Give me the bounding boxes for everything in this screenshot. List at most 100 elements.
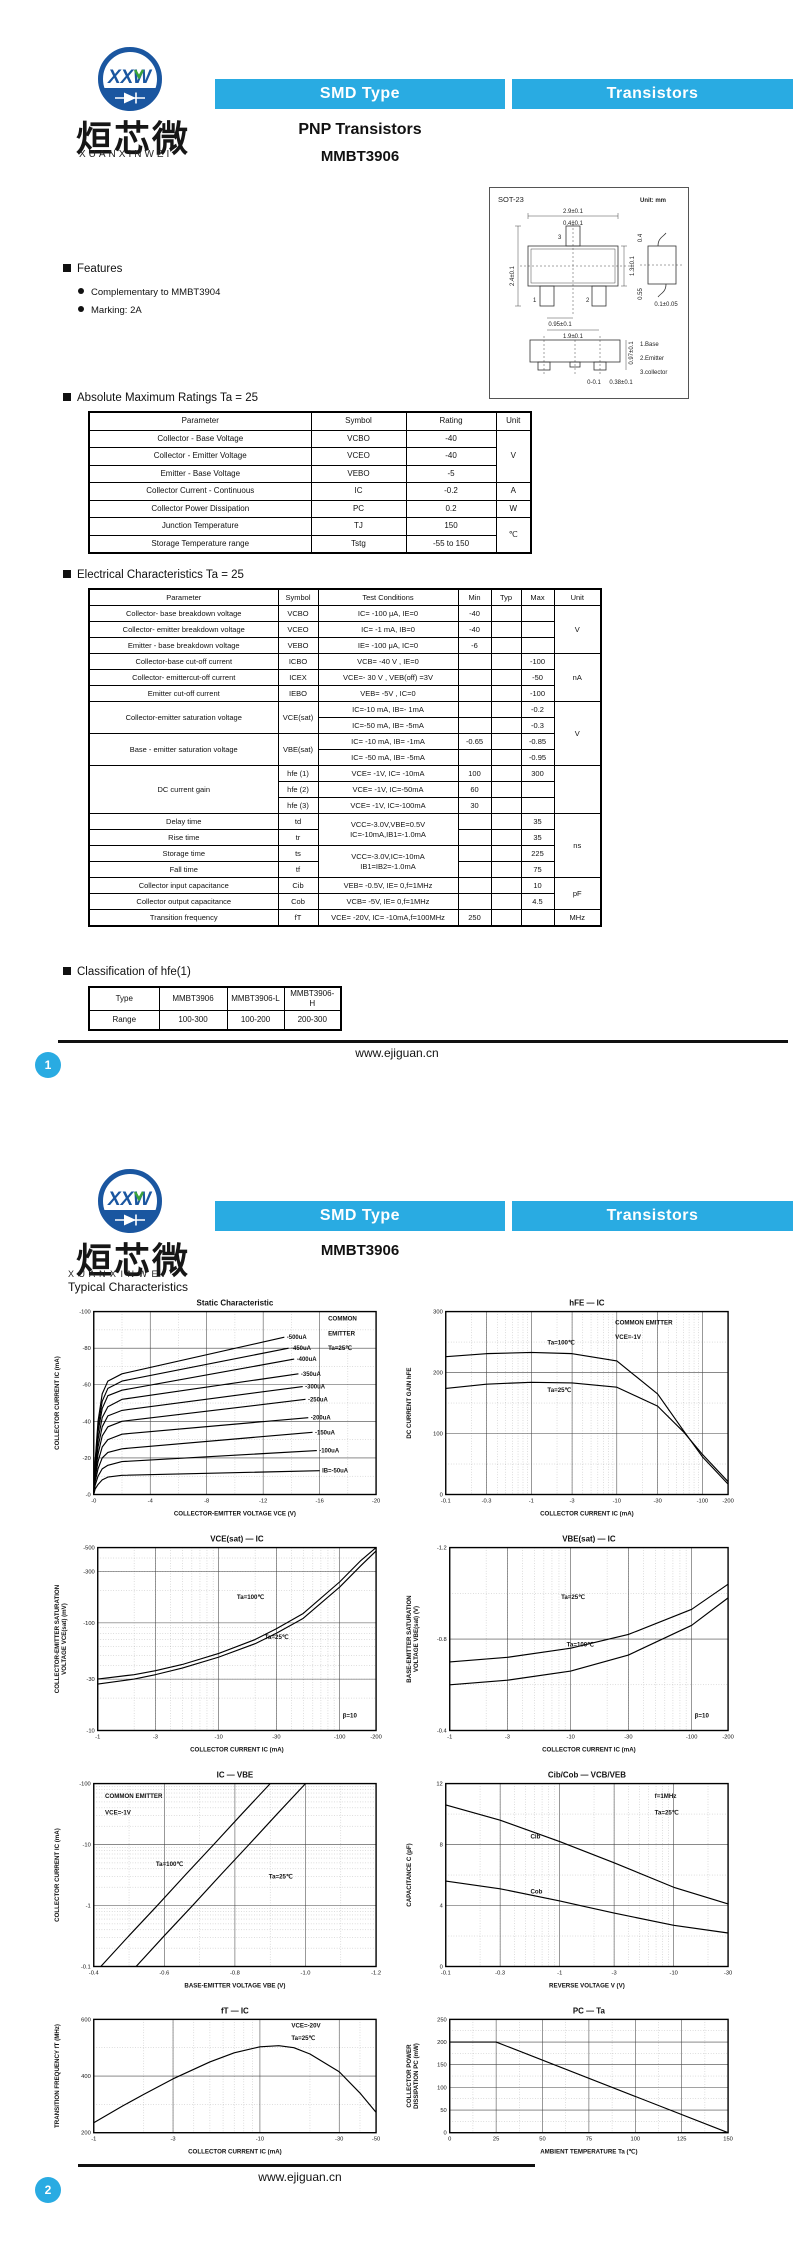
series--300uA bbox=[93, 1385, 303, 1495]
table-row: Emitter - base breakdown voltage VEBO IE= … bbox=[88, 637, 601, 654]
dim-body-thickness: 0.97±0.1 bbox=[629, 341, 635, 365]
svg-text:0: 0 bbox=[440, 1492, 443, 1498]
svg-text:250: 250 bbox=[437, 2017, 447, 2023]
svg-text:Cob: Cob bbox=[530, 1888, 542, 1895]
footer-url[interactable]: www.ejiguan.cn bbox=[355, 1046, 439, 1060]
svg-text:150: 150 bbox=[723, 2137, 733, 2143]
svg-text:-4: -4 bbox=[148, 1498, 154, 1504]
svg-text:-10: -10 bbox=[567, 1734, 575, 1740]
classification-table: Type MMBT3906 MMBT3906-L MMBT3906-H Range 100… bbox=[88, 986, 342, 1031]
banner-right-label: Transistors bbox=[606, 1207, 699, 1224]
svg-text:COLLECTOR-EMITTER SATURATION: COLLECTOR-EMITTER SATURATION bbox=[54, 1584, 61, 1693]
chart-ic-vs-vbe: -0.4 -0.6 -0.8 -1.0 -1.2 -0.1 -1 -10 -100 COMMON … bbox=[52, 1766, 390, 1998]
svg-text:Ta=25℃: Ta=25℃ bbox=[655, 1810, 679, 1817]
svg-text:-500: -500 bbox=[83, 1546, 95, 1552]
chart-static-characteristic: -0 -4 -8 -12 -16 -20 -0 -20 -40 -60 -80 -100 -500uA -… bbox=[52, 1294, 390, 1526]
pin-3-number: 3 bbox=[558, 235, 562, 241]
series--200uA bbox=[93, 1417, 309, 1495]
page-number-badge: 2 bbox=[35, 2177, 61, 2203]
table-row: Collector- emittercut-off current ICEX VCE… bbox=[88, 669, 601, 686]
pin-1-number: 1 bbox=[533, 298, 537, 304]
svg-text:200: 200 bbox=[433, 1371, 443, 1377]
svg-text:200: 200 bbox=[437, 2040, 447, 2046]
footer-url[interactable]: www.ejiguan.cn bbox=[258, 2170, 342, 2184]
svg-text:0: 0 bbox=[440, 1964, 443, 1970]
banner-left-label: SMD Type bbox=[319, 85, 401, 102]
chart-ft-vs-ic: -1 -3 -10 -30 -50 200 400 600 VCE=-20V Ta=25℃ fT —… bbox=[52, 2002, 390, 2164]
svg-text:-1: -1 bbox=[91, 2137, 96, 2143]
svg-text:TRANSITION FREQUENCY fT (M: TRANSITION FREQUENCY fT (MHz) bbox=[54, 2024, 61, 2128]
table-row: Junction Temperature TJ 150 ℃ bbox=[88, 517, 532, 554]
table-row: Fall time tf 75 bbox=[88, 861, 601, 878]
series-Ta=25 bbox=[445, 1381, 729, 1483]
svg-text:200: 200 bbox=[81, 2131, 91, 2137]
svg-text:COMMON EMITTER: COMMON EMITTER bbox=[615, 1319, 673, 1326]
svg-text:25: 25 bbox=[493, 2137, 499, 2143]
svg-text:-3: -3 bbox=[612, 1970, 617, 1976]
table-row: Base - emitter saturation voltage VBE(sat… bbox=[88, 733, 601, 766]
elec-char-heading: Electrical Characteristics Ta = 25 bbox=[63, 569, 244, 581]
svg-text:-12: -12 bbox=[259, 1498, 267, 1504]
svg-text:0: 0 bbox=[444, 2131, 447, 2137]
svg-text:-8: -8 bbox=[204, 1498, 209, 1504]
package-drawing-box: SOT-23 Unit: mm 3 1 2 2.9±0.1 0.4±0.1 bbox=[489, 187, 689, 399]
logo-icon: XX W bbox=[98, 47, 162, 111]
dim-height: 2.4±0.1 bbox=[510, 265, 516, 286]
table-row: Storage Temperature range Tstg -55 to 150 bbox=[88, 534, 531, 554]
svg-text:COLLECTOR POWER: COLLECTOR POWER bbox=[406, 2044, 413, 2108]
svg-text:CAPACITANCE C (pF): CAPACITANCE C (pF) bbox=[406, 1843, 413, 1906]
svg-text:-100: -100 bbox=[83, 1621, 95, 1627]
chart-pc-vs-ta: 0 25 50 75 100 125 150 0 50 100 150 200 250 PC — Ta AM… bbox=[404, 2002, 742, 2164]
svg-text:-200: -200 bbox=[370, 1734, 382, 1740]
svg-text:REVERSE VOLTAGE V (V): REVERSE VOLTAGE V (V) bbox=[549, 1982, 625, 1989]
pin-2-number: 2 bbox=[586, 298, 590, 304]
brand-name-en: X U A N X I N W E I bbox=[68, 1269, 166, 1279]
table-row: IC= -50 mA, IB= -5mA -0.95 bbox=[89, 749, 601, 766]
series-Ta=100 bbox=[445, 1351, 729, 1485]
svg-text:VOLTAGE VCE(sat) (mV): VOLTAGE VCE(sat) (mV) bbox=[61, 1603, 68, 1675]
part-number: MMBT3906 bbox=[320, 148, 400, 165]
table-row: Emitter - Base Voltage VEBO -5 bbox=[88, 464, 531, 483]
svg-text:100: 100 bbox=[433, 1432, 443, 1438]
classification-heading: Classification of hfe(1) bbox=[63, 966, 191, 978]
svg-text:f=1MHz: f=1MHz bbox=[655, 1793, 677, 1800]
svg-text:COMMON EMITTER: COMMON EMITTER bbox=[105, 1793, 163, 1800]
svg-text:β=10: β=10 bbox=[695, 1713, 710, 1720]
svg-text:-0.6: -0.6 bbox=[159, 1970, 169, 1976]
table-row: Collector - Emitter Voltage VCEO -40 bbox=[88, 447, 531, 466]
banner-smd-type: SMD Type bbox=[215, 1201, 505, 1231]
svg-text:BASE-EMITTER SATURATION: BASE-EMITTER SATURATION bbox=[406, 1595, 413, 1683]
svg-text:-40: -40 bbox=[82, 1419, 90, 1425]
svg-text:-0.3: -0.3 bbox=[495, 1970, 505, 1976]
square-bullet-icon bbox=[63, 393, 71, 401]
svg-text:-450uA: -450uA bbox=[291, 1346, 312, 1352]
series-Ta=100 bbox=[100, 1783, 271, 1967]
series--150uA bbox=[93, 1431, 313, 1495]
svg-text:β=10: β=10 bbox=[343, 1713, 358, 1720]
page-title: PNP Transistors bbox=[298, 121, 422, 138]
table-row: Collector Power Dissipation PC 0.2 W bbox=[88, 499, 532, 518]
dim-body: 1.3±0.1 bbox=[630, 255, 636, 276]
svg-text:-350uA: -350uA bbox=[301, 1372, 322, 1378]
svg-text:-0: -0 bbox=[91, 1498, 96, 1504]
svg-text:Ta=100℃: Ta=100℃ bbox=[547, 1340, 575, 1347]
svg-text:-3: -3 bbox=[170, 2137, 175, 2143]
table-row: Storage time ts VCC=-3.0V,IC=-10mA IB1=IB2… bbox=[88, 845, 601, 878]
series--100uA bbox=[93, 1449, 317, 1495]
svg-text:50: 50 bbox=[539, 2137, 545, 2143]
square-bullet-icon bbox=[63, 570, 71, 578]
abs-max-heading: Absolute Maximum Ratings Ta = 25 bbox=[63, 392, 258, 404]
dim-lead-length: 0.38±0.1 bbox=[609, 380, 633, 386]
dim-pitch: 0.95±0.1 bbox=[548, 322, 572, 328]
table-row: Delay time td VCC=-3.0V,VBE=0.5V IC=-10mA,… bbox=[88, 813, 602, 878]
svg-text:-10: -10 bbox=[86, 1728, 94, 1734]
table-row: Transition frequency fT VCE= -20V, IC= -10… bbox=[88, 909, 602, 927]
svg-text:VCE=-1V: VCE=-1V bbox=[105, 1810, 132, 1817]
svg-text:-300uA: -300uA bbox=[305, 1385, 326, 1391]
svg-text:EMITTER: EMITTER bbox=[328, 1330, 356, 1337]
dim-standoff: 0-0.1 bbox=[587, 380, 601, 386]
svg-text:-0: -0 bbox=[86, 1492, 91, 1498]
table-row: Collector- emitter breakdown voltage VCEO… bbox=[88, 621, 601, 638]
svg-text:Cib: Cib bbox=[530, 1833, 540, 1840]
svg-text:-30: -30 bbox=[272, 1734, 280, 1740]
